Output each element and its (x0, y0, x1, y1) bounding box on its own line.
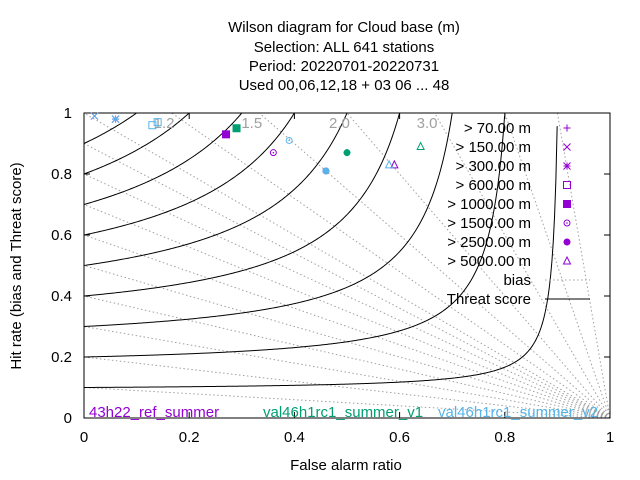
x-tick-label: 0.8 (494, 429, 515, 446)
legend-entry-label: > 2500.00 m (447, 234, 531, 251)
x-tick-label: 1 (606, 429, 614, 446)
threat-score-line (84, 113, 401, 297)
y-tick-label: 0.8 (51, 166, 72, 183)
y-tick-label: 0.4 (51, 288, 72, 305)
data-point (90, 112, 99, 120)
legend-symbol (563, 181, 571, 189)
data-point (232, 124, 241, 133)
legend-entry-label: > 600.00 m (456, 177, 531, 194)
bias-line (84, 204, 610, 418)
experiment-label: 43h22_ref_summer (89, 404, 219, 421)
bias-value-label: 1.2 (154, 115, 175, 132)
threat-score-line (84, 113, 348, 266)
y-tick-label: 0.2 (51, 349, 72, 366)
data-point (222, 130, 231, 139)
legend-symbol (563, 143, 571, 151)
axis-ticks (83, 112, 611, 419)
data-point (416, 141, 425, 151)
threat-score-line (84, 126, 558, 388)
y-tick-label: 0 (64, 410, 72, 427)
threat-score-line (84, 115, 506, 358)
bias-line (84, 173, 610, 418)
bias-line (504, 113, 610, 418)
legend: > 70.00 m > 150.00 m > 300.00 m > 600.00 m >… (447, 120, 590, 308)
title-line-4: Used 00,06,12,18 + 03 06 ... 48 (239, 77, 450, 94)
bias-value-label: 1.5 (241, 115, 262, 132)
bias-line (434, 113, 610, 418)
y-tick-label: 1 (64, 105, 72, 122)
legend-symbol (563, 124, 571, 132)
data-point (269, 149, 277, 157)
bias-line (84, 356, 610, 418)
legend-entry-label: > 1500.00 m (447, 215, 531, 232)
legend-entry-label: > 150.00 m (456, 139, 531, 156)
data-point (111, 115, 120, 123)
threat-score-line (84, 113, 190, 175)
data-point (384, 159, 394, 169)
chart-title: Wilson diagram for Cloud base (m) Select… (228, 19, 460, 94)
threat-score-line (84, 113, 138, 144)
y-axis-label: Hit rate (bias and Threat score) (8, 162, 25, 369)
experiment-label: val46h1rc1_summer_v1 (263, 404, 423, 421)
bias-lines (84, 113, 610, 418)
axis-tick-labels: 00 0.2 0.2 0.4 0.4 0.6 0.6 0.8 0.8 1 1 (51, 105, 614, 446)
threat-score-line (84, 113, 295, 236)
title-line-2: Selection: ALL 641 stations (254, 39, 434, 56)
y-tick-label: 0.6 (51, 227, 72, 244)
legend-symbol (563, 200, 571, 208)
x-tick-label: 0.2 (179, 429, 200, 446)
bias-value-label: 2.0 (329, 115, 350, 132)
data-point (285, 136, 293, 144)
bias-line (259, 113, 610, 418)
experiment-labels: 43h22_ref_summer val46h1rc1_summer_v1 val4… (89, 404, 598, 421)
data-points (90, 112, 425, 175)
title-line-3: Period: 20220701-20220731 (249, 58, 439, 75)
bias-value-label: 3.0 (417, 115, 438, 132)
data-point (343, 149, 351, 157)
title-line-1: Wilson diagram for Cloud base (m) (228, 19, 460, 36)
data-point (153, 118, 162, 127)
bias-line (84, 143, 610, 418)
legend-entry-label: > 300.00 m (456, 158, 531, 175)
data-point (322, 167, 330, 175)
legend-symbol (563, 219, 571, 227)
threat-score-line (84, 113, 243, 205)
legend-entry-label: Threat score (447, 291, 531, 308)
x-tick-label: 0.4 (284, 429, 305, 446)
legend-entry-label: bias (503, 272, 531, 289)
legend-symbol (563, 238, 571, 246)
bias-line (84, 295, 610, 418)
threat-score-lines (84, 113, 558, 388)
data-point (390, 159, 399, 169)
x-axis-label: False alarm ratio (290, 457, 402, 474)
legend-entry-label: > 1000.00 m (447, 196, 531, 213)
bias-line (84, 234, 610, 418)
experiment-label: val46h1rc1_summer_v2 (438, 404, 598, 421)
bias-line (84, 265, 610, 418)
plot-frame (83, 112, 611, 419)
bias-line (171, 113, 610, 418)
x-tick-label: 0.6 (389, 429, 410, 446)
legend-entry-label: > 5000.00 m (447, 253, 531, 270)
bias-line (84, 113, 610, 418)
threat-score-line (84, 113, 453, 327)
bias-labels: 1.2 1.5 2.0 3.0 (154, 115, 438, 132)
legend-symbol (563, 162, 571, 170)
bias-line (84, 326, 610, 418)
legend-entry-label: > 70.00 m (464, 120, 531, 137)
x-tick-label: 0 (80, 429, 88, 446)
legend-symbol (562, 255, 572, 265)
